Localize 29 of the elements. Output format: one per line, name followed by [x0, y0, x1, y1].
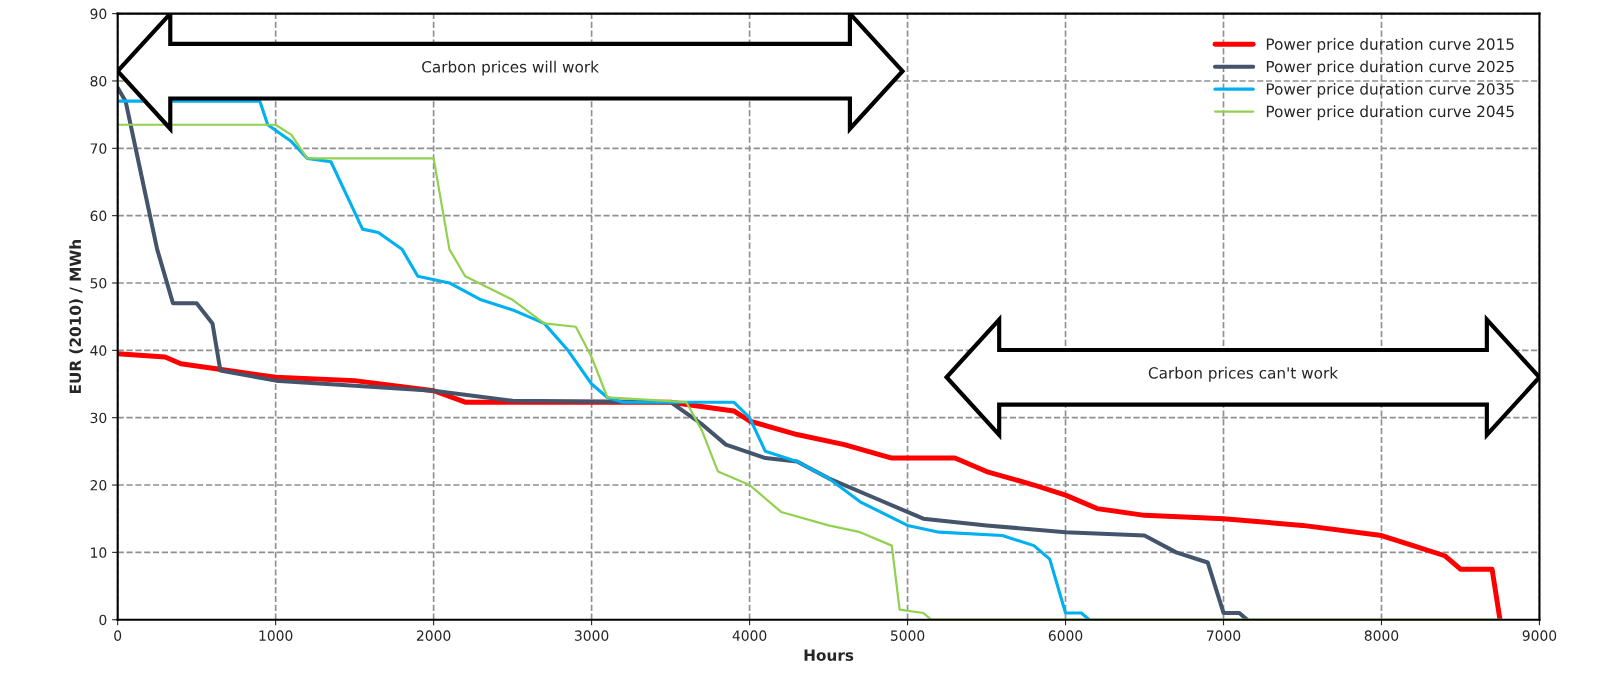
- x-tick-label: 6000: [1048, 630, 1083, 641]
- x-tick-label: 9000: [1522, 630, 1557, 641]
- annotation: Carbon prices can't work: [1148, 366, 1339, 382]
- x-tick-label: 5000: [890, 630, 925, 641]
- y-tick-label: 10: [91, 547, 107, 558]
- y-tick-label: 70: [90, 143, 107, 154]
- legend-label: Power price duration curve 2015: [1266, 38, 1514, 53]
- line-series: [117, 99, 1091, 620]
- y-axis-title: EUR (2010) / MWh: [69, 240, 83, 394]
- y-tick-label: 50: [90, 277, 107, 289]
- x-axis-title: Hours: [804, 649, 854, 661]
- legend-label: Power price duration curve 2025: [1266, 60, 1514, 76]
- x-tick-label: 8000: [1364, 630, 1399, 641]
- legend-label: Power price duration curve 2035: [1266, 82, 1514, 98]
- x-tick-label: 7000: [1206, 630, 1241, 641]
- x-tick-label: 2000: [416, 630, 451, 641]
- annotation: Carbon prices will work: [422, 60, 599, 76]
- x-tick-label: 3000: [574, 630, 609, 641]
- y-tick-label: 80: [90, 75, 107, 87]
- x-tick-label: 4000: [732, 630, 767, 641]
- y-tick-label: 20: [90, 479, 107, 491]
- legend-label: Power price duration curve 2045: [1266, 105, 1514, 121]
- y-tick-label: 40: [90, 345, 107, 356]
- x-tick-label: 0: [114, 630, 122, 641]
- y-tick-label: 30: [90, 412, 107, 424]
- y-tick-label: 0: [99, 614, 107, 626]
- x-tick-label: 1000: [259, 630, 293, 641]
- y-tick-label: 90: [90, 8, 107, 20]
- y-tick-label: 60: [90, 210, 107, 222]
